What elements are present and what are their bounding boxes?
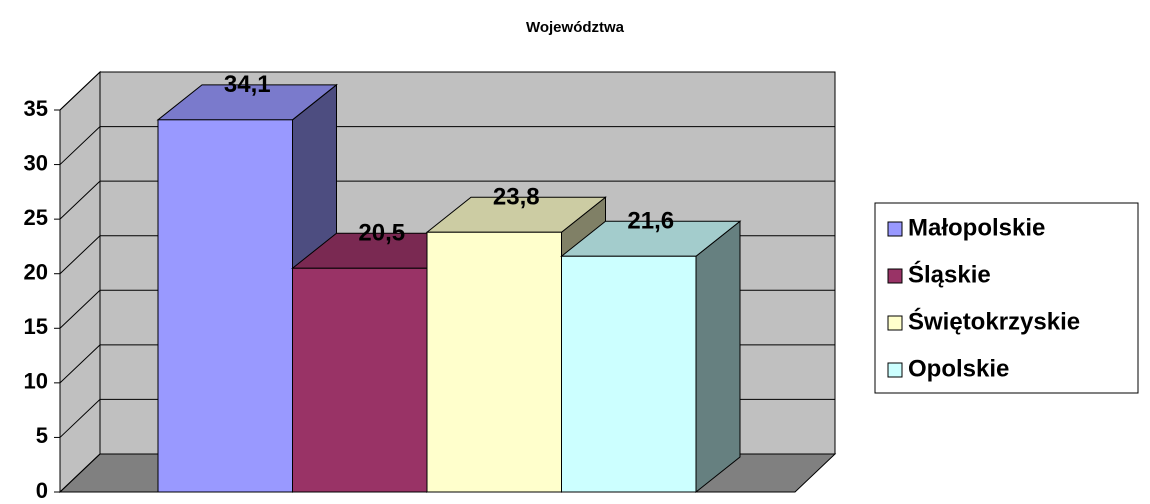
legend-label: Małopolskie <box>908 214 1045 241</box>
legend-label: Opolskie <box>908 355 1009 382</box>
value-label: 23,8 <box>493 184 540 211</box>
legend-box <box>874 202 1139 394</box>
y-tick-label: 15 <box>24 314 48 339</box>
grid-line <box>59 180 835 220</box>
legend-label: Śląskie <box>908 260 991 288</box>
y-tick-label: 30 <box>24 150 48 175</box>
grid-line <box>59 71 835 111</box>
legend-swatch <box>887 362 903 378</box>
value-label: 21,6 <box>627 208 674 235</box>
bar-side <box>695 220 741 494</box>
bar <box>561 255 697 493</box>
bar <box>426 231 562 493</box>
grid-line <box>59 126 835 165</box>
value-label: 34,1 <box>224 71 271 98</box>
y-tick-label: 0 <box>36 478 48 503</box>
y-tick-label: 5 <box>36 423 48 448</box>
bar <box>292 267 428 493</box>
bar <box>157 119 293 493</box>
y-tick-label: 20 <box>24 260 48 285</box>
y-tick-label: 10 <box>24 369 48 394</box>
legend-swatch <box>887 315 903 331</box>
legend-swatch <box>887 221 903 237</box>
value-label: 20,5 <box>358 220 405 247</box>
y-tick-label: 25 <box>24 205 48 230</box>
legend-label: Świętokrzyskie <box>908 307 1080 335</box>
y-tick-label: 35 <box>24 96 48 121</box>
side-wall <box>59 70 101 494</box>
chart-title: Województwa <box>526 19 625 36</box>
legend-swatch <box>887 268 903 284</box>
